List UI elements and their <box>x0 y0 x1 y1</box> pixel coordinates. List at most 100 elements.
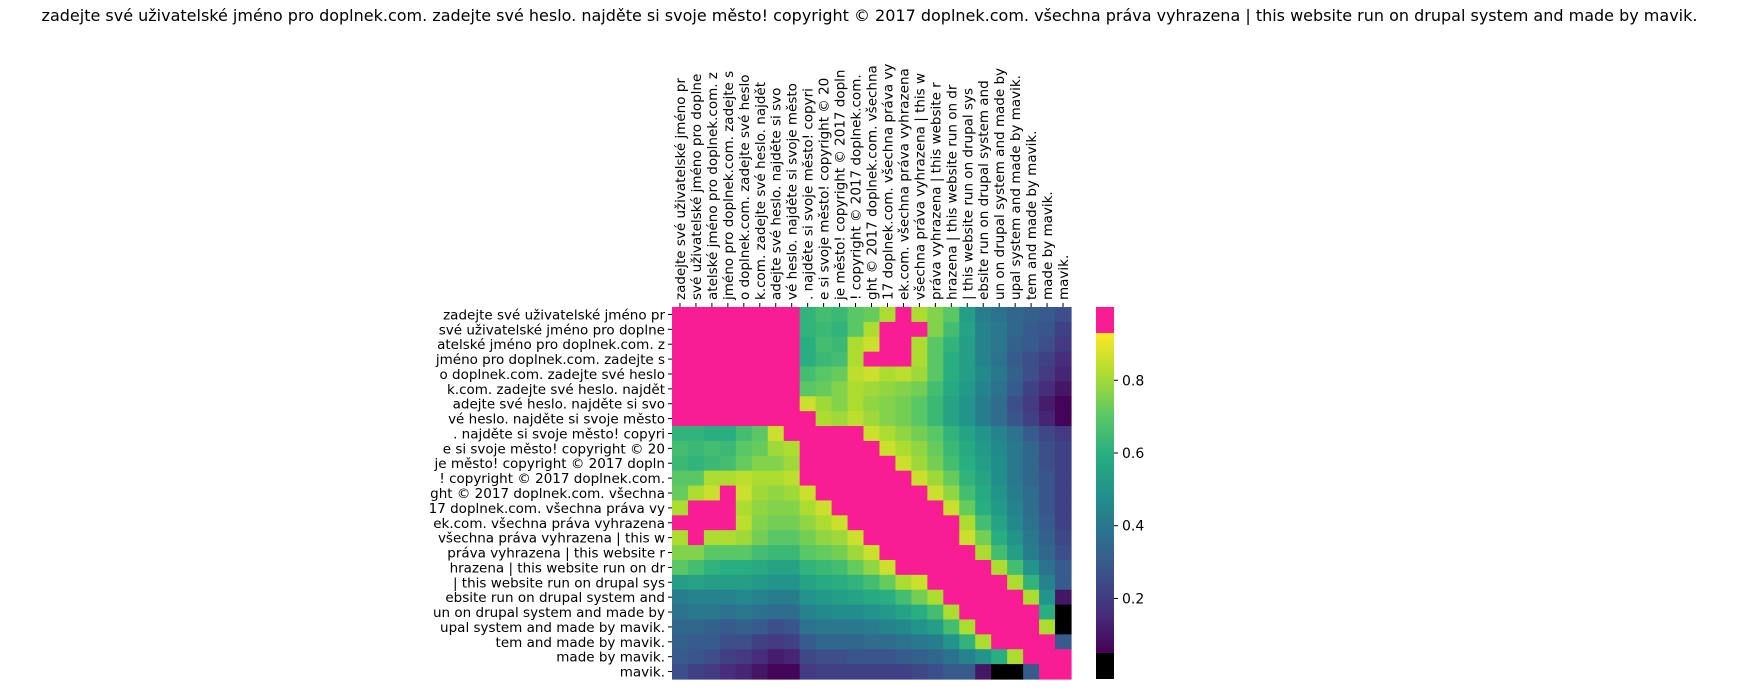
heatmap-cell <box>672 649 689 665</box>
heatmap-cell <box>687 440 705 457</box>
heatmap-cell <box>751 307 769 323</box>
heatmap-cell <box>991 664 1008 680</box>
heatmap-cell <box>1023 634 1040 650</box>
heatmap-cell <box>1007 515 1024 531</box>
heatmap-cell <box>1039 440 1056 457</box>
heatmap-cell <box>847 574 865 591</box>
heatmap-cell <box>751 336 769 353</box>
heatmap-cell <box>672 307 689 323</box>
heatmap-cell <box>1039 574 1056 591</box>
colorbar-tick-label: 0.6 <box>1122 446 1144 462</box>
heatmap-cell <box>863 321 881 338</box>
colorbar-segment <box>1096 490 1114 494</box>
heatmap-cell <box>943 411 960 427</box>
heatmap-cell <box>959 559 976 576</box>
heatmap-cell <box>751 664 769 680</box>
heatmap-cell <box>1023 381 1040 397</box>
heatmap-cell <box>895 649 912 665</box>
heatmap-cell <box>783 411 801 427</box>
heatmap-cell <box>943 619 960 635</box>
heatmap-cell <box>735 470 753 487</box>
heatmap-cell <box>767 619 785 635</box>
colorbar-segment <box>1096 423 1114 427</box>
heatmap-cell <box>783 366 801 382</box>
y-tick-label: ek.com. všechna práva vyhrazena <box>433 516 665 532</box>
heatmap-cell <box>991 366 1008 382</box>
heatmap-cell <box>815 589 833 606</box>
colorbar-segment <box>1096 602 1114 606</box>
heatmap-cell <box>751 396 769 412</box>
heatmap-cell <box>943 515 960 531</box>
heatmap-cell <box>672 440 689 457</box>
heatmap-cell <box>847 381 865 397</box>
heatmap-cell <box>815 351 833 368</box>
heatmap-cell <box>1055 381 1072 397</box>
heatmap-cell <box>879 530 897 546</box>
heatmap-cell <box>815 485 833 502</box>
heatmap-cell <box>687 426 705 442</box>
heatmap-cell <box>831 589 849 606</box>
heatmap-cell <box>927 321 944 338</box>
y-tick-label: ! copyright © 2017 doplnek.com. <box>439 471 665 487</box>
heatmap-cell <box>863 455 881 472</box>
heatmap-cell <box>751 545 769 561</box>
heatmap-cell <box>672 351 689 368</box>
heatmap-cell <box>751 426 769 442</box>
heatmap-cell <box>751 470 769 487</box>
colorbar-segment <box>1096 623 1114 627</box>
colorbar-segment <box>1096 573 1114 577</box>
heatmap-cell <box>1007 589 1024 606</box>
colorbar-segment <box>1096 474 1114 478</box>
heatmap-cell <box>879 515 897 531</box>
heatmap-cell <box>911 470 928 487</box>
chart-title: zadejte své uživatelské jméno pro doplne… <box>41 6 1698 25</box>
heatmap-cell <box>943 366 960 382</box>
heatmap-cell <box>991 649 1008 665</box>
heatmap-cell <box>927 574 944 591</box>
heatmap-cell <box>672 411 689 427</box>
heatmap-cell <box>687 634 705 650</box>
heatmap-cell <box>799 500 817 516</box>
heatmap-cell <box>767 664 785 680</box>
heatmap-cell <box>1023 411 1040 427</box>
heatmap-cell <box>687 604 705 621</box>
heatmap-cell <box>1023 336 1040 353</box>
x-tick-label: mavik. <box>1056 255 1072 300</box>
heatmap-cell <box>1007 559 1024 576</box>
y-tick-label: je město! copyright © 2017 dopln <box>434 456 666 472</box>
heatmap-cell <box>959 366 976 382</box>
colorbar-segment <box>1096 442 1114 446</box>
heatmap-cell <box>719 440 737 457</box>
heatmap-cell <box>927 664 944 680</box>
heatmap-cell <box>959 604 976 621</box>
heatmap-cell <box>719 574 737 591</box>
heatmap-cell <box>672 470 689 487</box>
heatmap-cell <box>863 530 881 546</box>
heatmap-cell <box>719 664 737 680</box>
heatmap-cell <box>927 619 944 635</box>
heatmap-cell <box>895 515 912 531</box>
heatmap-cell <box>959 351 976 368</box>
heatmap-cell <box>943 589 960 606</box>
heatmap-cell <box>911 664 928 680</box>
heatmap-cell <box>831 351 849 368</box>
heatmap-cell <box>719 545 737 561</box>
heatmap-cell <box>911 455 928 472</box>
heatmap-cell <box>1007 485 1024 502</box>
heatmap-cell <box>927 351 944 368</box>
heatmap-cell <box>672 336 689 353</box>
heatmap-cell <box>703 545 721 561</box>
heatmap-cell <box>847 530 865 546</box>
colorbar-segment <box>1096 370 1114 374</box>
y-tick-label: zadejte své uživatelské jméno pr <box>443 307 665 323</box>
heatmap-cell <box>1023 515 1040 531</box>
x-tick-label: práva vyhrazena | this website r <box>928 82 944 300</box>
colorbar-segment <box>1096 343 1114 347</box>
heatmap-cell <box>1039 619 1056 635</box>
heatmap-cell <box>799 649 817 665</box>
heatmap-cell <box>847 440 865 457</box>
heatmap-cell <box>863 619 881 635</box>
colorbar-segment <box>1096 333 1114 337</box>
heatmap-cell <box>975 485 992 502</box>
heatmap-cell <box>1039 485 1056 502</box>
